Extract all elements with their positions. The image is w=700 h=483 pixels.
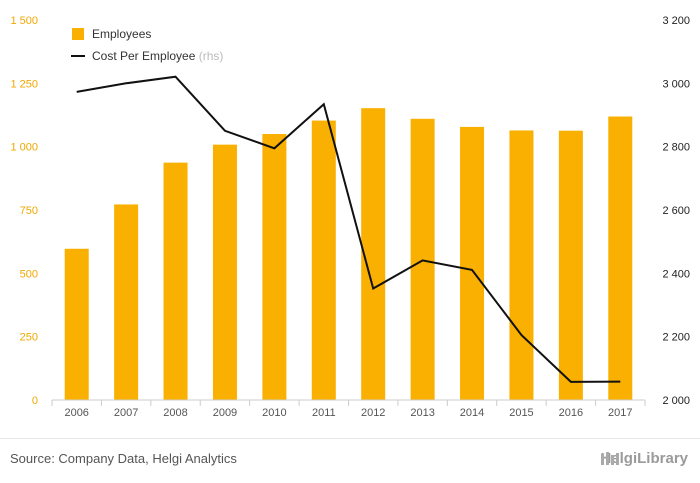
legend-label-employees: Employees <box>92 27 151 41</box>
brand-logo: HelgiLibrary <box>600 450 688 467</box>
x-tick-label: 2010 <box>262 407 286 419</box>
x-tick-label: 2009 <box>213 407 237 419</box>
left-tick-label: 500 <box>20 268 38 280</box>
legend-label-cost-per-employee: Cost Per Employee (rhs) <box>92 49 223 63</box>
brand-name: HelgiLibrary <box>600 450 688 467</box>
legend: Employees Cost Per Employee (rhs) <box>71 27 223 63</box>
legend-swatch-employees <box>72 28 84 40</box>
employees-bar <box>114 204 139 400</box>
library-icon <box>601 452 620 465</box>
employees-bar <box>460 126 485 400</box>
legend-series-name: Cost Per Employee <box>92 49 196 63</box>
right-y-axis: 2 000 2 200 2 400 2 600 2 800 3 000 3 200 <box>662 15 690 407</box>
x-tick-label: 2011 <box>312 407 336 419</box>
x-tick-label: 2016 <box>559 407 583 419</box>
right-tick-label: 2 800 <box>662 142 690 154</box>
right-tick-label: 2 400 <box>662 268 690 280</box>
right-tick-label: 3 000 <box>662 78 690 90</box>
x-tick-label: 2013 <box>410 407 434 419</box>
left-tick-label: 750 <box>20 205 38 217</box>
x-tick-label: 2017 <box>608 407 632 419</box>
x-tick-label: 2015 <box>509 407 533 419</box>
right-tick-label: 2 000 <box>662 395 690 407</box>
employees-bar <box>64 248 89 400</box>
employees-bar <box>608 116 633 401</box>
cost-per-employee-line <box>76 75 621 383</box>
employees-bar <box>361 108 386 400</box>
employees-bar <box>509 130 534 400</box>
x-axis: 2006 2007 2008 2009 2010 2011 2012 2013 2014 2015… <box>51 399 646 419</box>
employees-bar <box>558 130 583 400</box>
bar-series-employees <box>64 108 633 401</box>
right-tick-label: 3 200 <box>662 15 690 27</box>
x-tick-label: 2006 <box>64 407 88 419</box>
left-tick-label: 0 <box>32 395 38 407</box>
legend-rhs-suffix: (rhs) <box>199 49 224 63</box>
left-tick-label: 1 000 <box>10 142 38 154</box>
employees-bar <box>163 162 188 400</box>
x-tick-label: 2008 <box>163 407 187 419</box>
left-tick-label: 1 250 <box>10 78 38 90</box>
employees-bar <box>311 120 336 400</box>
line-series-cost-per-employee <box>76 75 621 383</box>
left-tick-label: 1 500 <box>10 15 38 27</box>
x-tick-label: 2014 <box>460 407 484 419</box>
right-tick-label: 2 200 <box>662 332 690 344</box>
left-y-axis: 0 250 500 750 1 000 1 250 1 500 <box>10 15 38 407</box>
employees-bar <box>262 134 287 400</box>
x-tick-label: 2007 <box>114 407 138 419</box>
footer-divider <box>0 438 700 439</box>
x-tick-label: 2012 <box>361 407 385 419</box>
left-tick-label: 250 <box>20 332 38 344</box>
source-note: Source: Company Data, Helgi Analytics <box>10 451 237 466</box>
combo-chart: 0 250 500 750 1 000 1 250 1 500 2 000 2 200 2 40… <box>10 15 690 419</box>
right-tick-label: 2 600 <box>662 205 690 217</box>
employees-bar <box>212 144 237 400</box>
